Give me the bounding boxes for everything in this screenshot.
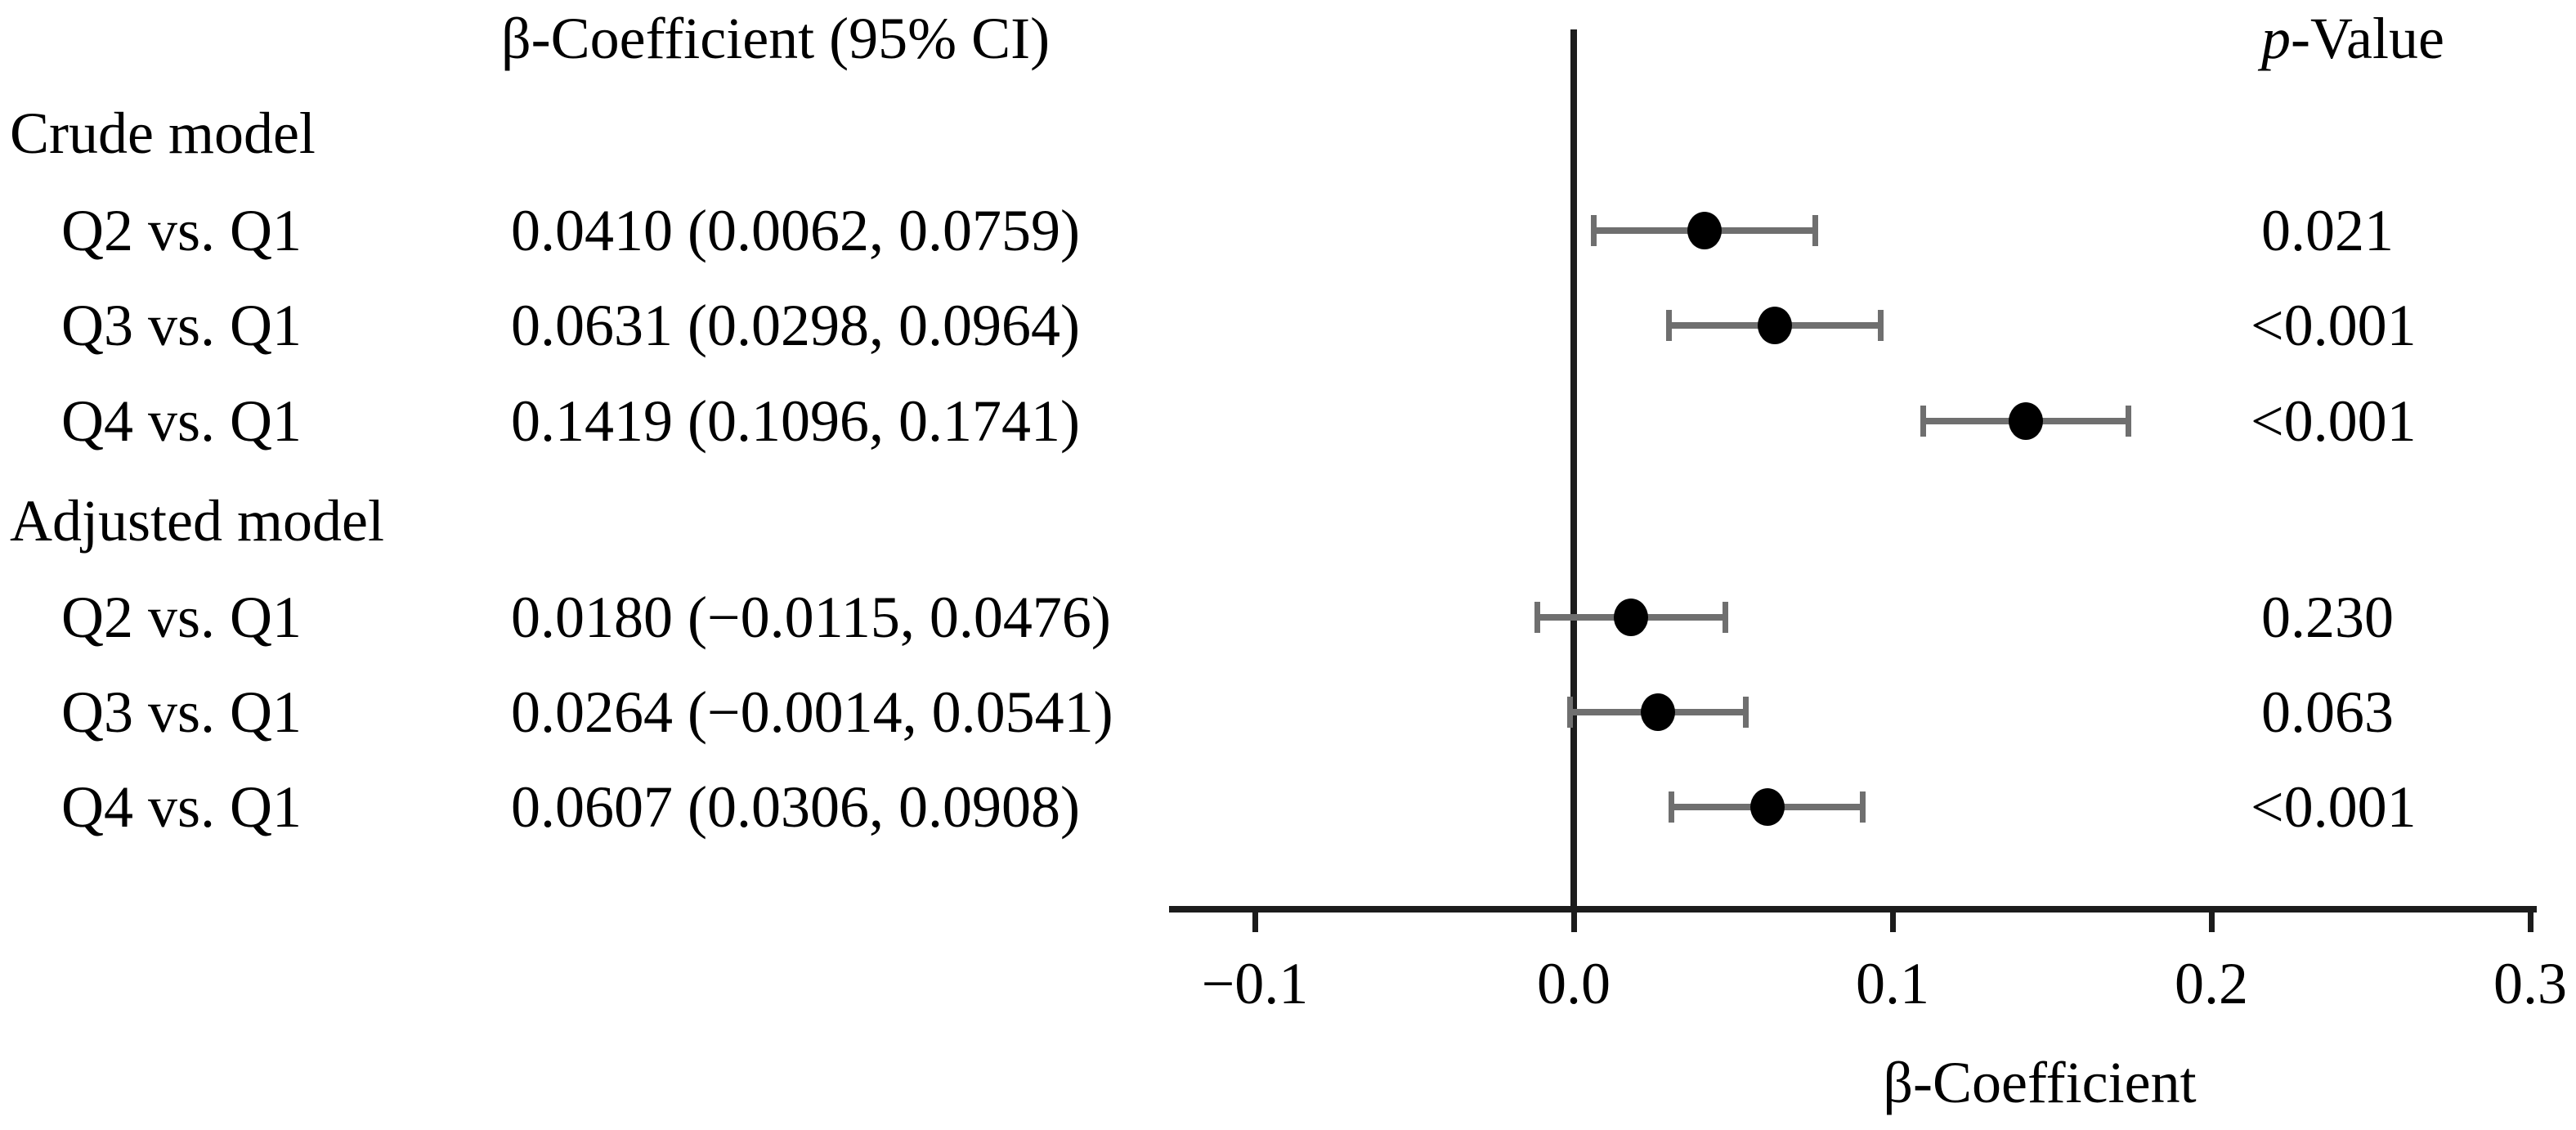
x-axis-tick-label: 0.0 [1537,951,1611,1016]
x-axis-tick-label: −0.1 [1201,951,1309,1016]
column-header-pvalue-rest: -Value [2291,6,2444,71]
group-label: Adjusted model [10,488,384,554]
ci-cap-right [1722,602,1728,633]
p-value: 0.063 [2261,679,2394,745]
ci-cap-right [1877,310,1884,341]
row-label: Q3 vs. Q1 [61,293,302,358]
x-axis-tick [1890,909,1896,932]
column-header-pvalue-italic-p: p [2261,6,2291,71]
ci-cap-left [1591,215,1597,246]
ci-cap-left [1666,310,1673,341]
estimate-value: 0.1419 (0.1096, 0.1741) [511,388,1080,454]
ci-cap-right [1742,697,1749,728]
x-axis-tick [1571,909,1577,932]
x-axis-tick [2528,909,2533,932]
estimate-value: 0.0607 (0.0306, 0.0908) [511,774,1080,840]
estimate-value: 0.0631 (0.0298, 0.0964) [511,293,1080,358]
p-value: 0.230 [2261,585,2394,650]
ci-cap-left [1669,791,1675,823]
row-label: Q4 vs. Q1 [61,774,302,840]
x-axis-line [1169,906,2537,913]
ci-cap-left [1566,697,1573,728]
point-estimate [1687,212,1722,249]
x-axis-tick-label: 0.3 [2493,951,2567,1016]
ci-cap-right [1860,791,1866,823]
row-label: Q2 vs. Q1 [61,585,302,650]
group-label: Crude model [10,101,316,166]
row-label: Q4 vs. Q1 [61,388,302,454]
column-header-pvalue: p-Value [2261,9,2444,68]
ci-cap-right [1812,215,1818,246]
x-axis-tick [1252,909,1258,932]
x-axis-tick-label: 0.1 [1856,951,1929,1016]
estimate-value: 0.0410 (0.0062, 0.0759) [511,198,1080,263]
p-value: 0.021 [2261,198,2394,263]
x-axis-tick-label: 0.2 [2175,951,2248,1016]
row-label: Q2 vs. Q1 [61,198,302,263]
point-estimate [1640,693,1675,731]
p-value: <0.001 [2251,388,2417,454]
column-header-estimate: β-Coefficient (95% CI) [501,6,1051,71]
x-axis-title: β-Coefficient [1883,1050,2197,1115]
ci-cap-right [2125,406,2131,437]
x-axis-tick [2209,909,2215,932]
ci-cap-left [1534,602,1541,633]
estimate-value: 0.0180 (−0.0115, 0.0476) [511,585,1111,650]
point-estimate [1749,788,1785,826]
row-label: Q3 vs. Q1 [61,679,302,745]
ci-cap-left [1920,406,1927,437]
point-estimate [1758,307,1793,344]
p-value: <0.001 [2251,774,2417,840]
point-estimate [1614,599,1649,636]
p-value: <0.001 [2251,293,2417,358]
estimate-value: 0.0264 (−0.0014, 0.0541) [511,679,1113,745]
zero-reference-line [1570,29,1577,913]
point-estimate [2009,402,2044,440]
